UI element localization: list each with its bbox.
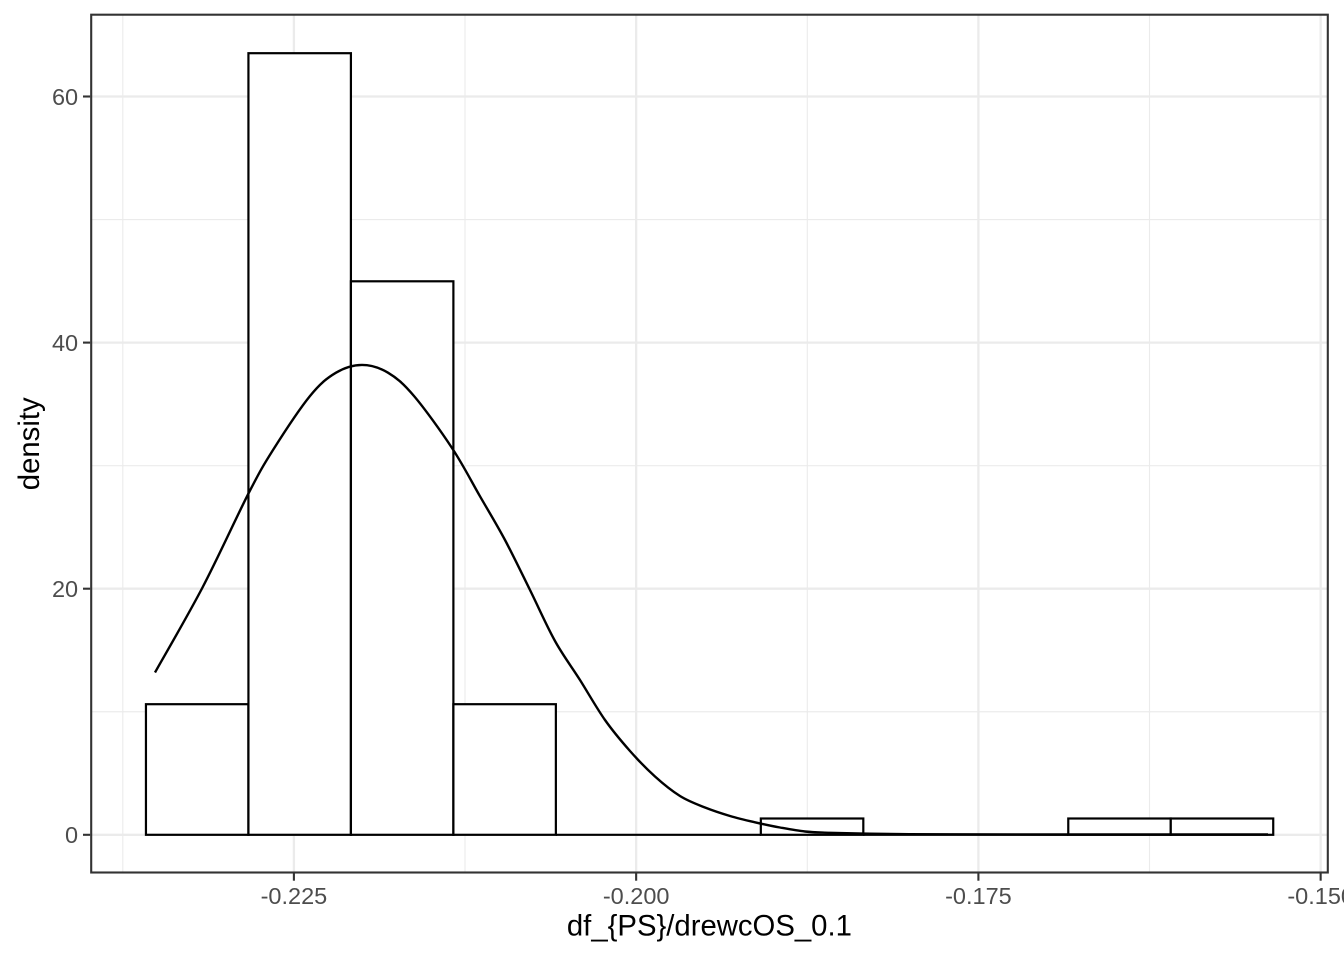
svg-text:-0.150: -0.150 <box>1287 883 1344 909</box>
svg-text:60: 60 <box>52 84 78 110</box>
svg-text:20: 20 <box>52 576 78 602</box>
svg-text:density: density <box>13 397 46 490</box>
svg-text:-0.200: -0.200 <box>603 883 670 909</box>
svg-text:-0.225: -0.225 <box>261 883 328 909</box>
svg-text:40: 40 <box>52 330 78 356</box>
svg-text:df_{PS}/drewcOS_0.1: df_{PS}/drewcOS_0.1 <box>567 910 852 943</box>
svg-text:-0.175: -0.175 <box>945 883 1012 909</box>
svg-text:0: 0 <box>65 822 78 848</box>
